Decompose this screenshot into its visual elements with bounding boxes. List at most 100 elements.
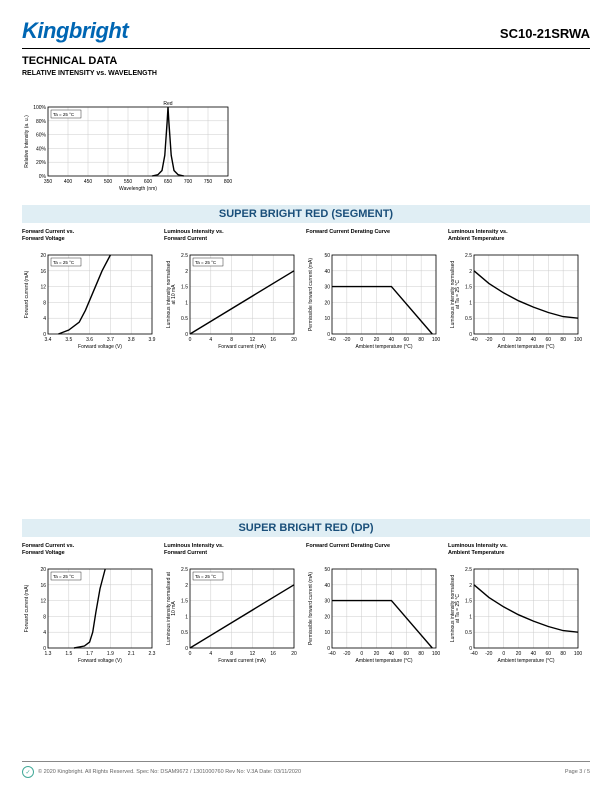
svg-text:0: 0 — [189, 337, 192, 343]
svg-text:550: 550 — [124, 179, 133, 185]
svg-text:Ta = 25 °C: Ta = 25 °C — [53, 574, 75, 579]
svg-text:0: 0 — [327, 646, 330, 652]
svg-text:20: 20 — [374, 337, 380, 343]
svg-text:1.5: 1.5 — [181, 285, 188, 291]
svg-text:80: 80 — [560, 337, 566, 343]
banner-segment: SUPER BRIGHT RED (SEGMENT) — [22, 205, 590, 223]
svg-text:-20: -20 — [343, 337, 350, 343]
svg-text:Ambient temperature (°C): Ambient temperature (°C) — [497, 344, 554, 350]
svg-text:4: 4 — [209, 651, 212, 657]
chart-title: Luminous Intensity vs.Ambient Temperatur… — [448, 543, 582, 557]
svg-text:0: 0 — [502, 337, 505, 343]
chart-title: Forward Current vs.Forward Voltage — [22, 229, 156, 243]
wavelength-chart: 3504004505005506006507007508000%20%40%60… — [22, 81, 590, 197]
svg-text:1: 1 — [185, 300, 188, 306]
svg-text:4: 4 — [209, 337, 212, 343]
svg-text:Ambient temperature (°C): Ambient temperature (°C) — [355, 658, 412, 664]
svg-text:2.5: 2.5 — [465, 567, 472, 573]
svg-text:12: 12 — [40, 285, 46, 291]
svg-text:30: 30 — [324, 285, 330, 291]
page-footer: ✓ © 2020 Kingbright. All Rights Reserved… — [22, 761, 590, 778]
svg-text:Permissible forward current (m: Permissible forward current (mA) — [308, 572, 314, 645]
svg-text:10: 10 — [324, 316, 330, 322]
svg-text:Forward current (mA): Forward current (mA) — [218, 344, 266, 350]
svg-text:60: 60 — [546, 651, 552, 657]
svg-text:80: 80 — [418, 651, 424, 657]
svg-text:Ta = 25 °C: Ta = 25 °C — [53, 260, 75, 265]
dp-charts-row: Forward Current vs.Forward Voltage1.31.5… — [22, 543, 590, 669]
svg-text:0.5: 0.5 — [181, 630, 188, 636]
svg-text:650: 650 — [164, 179, 173, 185]
svg-text:0.5: 0.5 — [465, 630, 472, 636]
svg-text:20: 20 — [324, 300, 330, 306]
svg-text:600: 600 — [144, 179, 153, 185]
svg-text:60: 60 — [404, 651, 410, 657]
svg-text:40: 40 — [389, 651, 395, 657]
svg-text:2.1: 2.1 — [128, 651, 135, 657]
svg-text:1.5: 1.5 — [181, 599, 188, 605]
chart-title: Luminous Intensity vs.Forward Current — [164, 543, 298, 557]
svg-text:80: 80 — [418, 337, 424, 343]
chart: Luminous Intensity vs.Ambient Temperatur… — [448, 543, 582, 669]
svg-text:40: 40 — [324, 583, 330, 589]
chart: Luminous Intensity vs.Forward Current 0 4 8… — [164, 543, 298, 669]
svg-text:80: 80 — [560, 651, 566, 657]
segment-charts-row: Forward Current vs.Forward Voltage3.43.5… — [22, 229, 590, 355]
svg-text:12: 12 — [40, 599, 46, 605]
svg-text:Ambient temperature (°C): Ambient temperature (°C) — [355, 344, 412, 350]
logo: Kingbright — [22, 18, 128, 44]
footer-copyright: © 2020 Kingbright. All Rights Reserved. … — [38, 769, 301, 775]
svg-text:40: 40 — [389, 337, 395, 343]
svg-text:60: 60 — [546, 337, 552, 343]
svg-text:Wavelength (nm): Wavelength (nm) — [119, 186, 157, 192]
svg-text:4: 4 — [43, 630, 46, 636]
svg-text:20: 20 — [291, 337, 297, 343]
svg-text:12: 12 — [250, 337, 256, 343]
svg-text:3.6: 3.6 — [86, 337, 93, 343]
svg-text:16: 16 — [40, 583, 46, 589]
chart-title: Forward Current Derating Curve — [306, 543, 440, 557]
svg-text:800: 800 — [224, 179, 232, 185]
svg-text:0: 0 — [502, 651, 505, 657]
svg-text:2: 2 — [185, 583, 188, 589]
chart: 3504004505005506006507007508000%20%40%60… — [22, 81, 590, 197]
svg-text:0: 0 — [469, 332, 472, 338]
svg-text:60%: 60% — [36, 133, 47, 139]
svg-text:8: 8 — [43, 614, 46, 620]
svg-text:30: 30 — [324, 599, 330, 605]
svg-text:at Ta = 25 °C: at Ta = 25 °C — [455, 280, 461, 309]
svg-text:10 mA: 10 mA — [171, 601, 177, 616]
svg-text:Ta = 25 °C: Ta = 25 °C — [53, 112, 75, 117]
chart: Luminous Intensity vs.Forward Current048… — [164, 229, 298, 355]
svg-text:2.5: 2.5 — [465, 253, 472, 259]
svg-text:8: 8 — [230, 337, 233, 343]
svg-text:Ta = 25 °C: Ta = 25 °C — [195, 574, 217, 579]
svg-text:12: 12 — [250, 651, 256, 657]
svg-text:8: 8 — [43, 300, 46, 306]
svg-text:0: 0 — [185, 646, 188, 652]
svg-text:3.7: 3.7 — [107, 337, 114, 343]
svg-text:100: 100 — [574, 651, 582, 657]
rohs-icon: ✓ — [22, 766, 34, 778]
svg-text:8: 8 — [230, 651, 233, 657]
svg-text:0: 0 — [185, 332, 188, 338]
svg-text:16: 16 — [40, 269, 46, 275]
svg-text:0: 0 — [360, 337, 363, 343]
svg-text:3.5: 3.5 — [65, 337, 72, 343]
section-title: TECHNICAL DATA — [22, 55, 590, 67]
svg-text:40: 40 — [531, 337, 537, 343]
footer-page: Page 3 / 5 — [565, 769, 590, 775]
svg-text:0: 0 — [43, 332, 46, 338]
page-header: Kingbright SC10-21SRWA — [22, 18, 590, 49]
svg-text:16: 16 — [270, 651, 276, 657]
svg-text:40: 40 — [324, 269, 330, 275]
svg-text:700: 700 — [184, 179, 193, 185]
svg-text:450: 450 — [84, 179, 93, 185]
svg-text:Relative Intensity (a. u.): Relative Intensity (a. u.) — [24, 115, 30, 168]
svg-text:40%: 40% — [36, 146, 47, 152]
svg-text:0: 0 — [43, 646, 46, 652]
chart-title: Forward Current Derating Curve — [306, 229, 440, 243]
banner-dp: SUPER BRIGHT RED (DP) — [22, 519, 590, 537]
svg-text:20: 20 — [516, 651, 522, 657]
svg-text:Forward current (mA): Forward current (mA) — [24, 270, 30, 318]
